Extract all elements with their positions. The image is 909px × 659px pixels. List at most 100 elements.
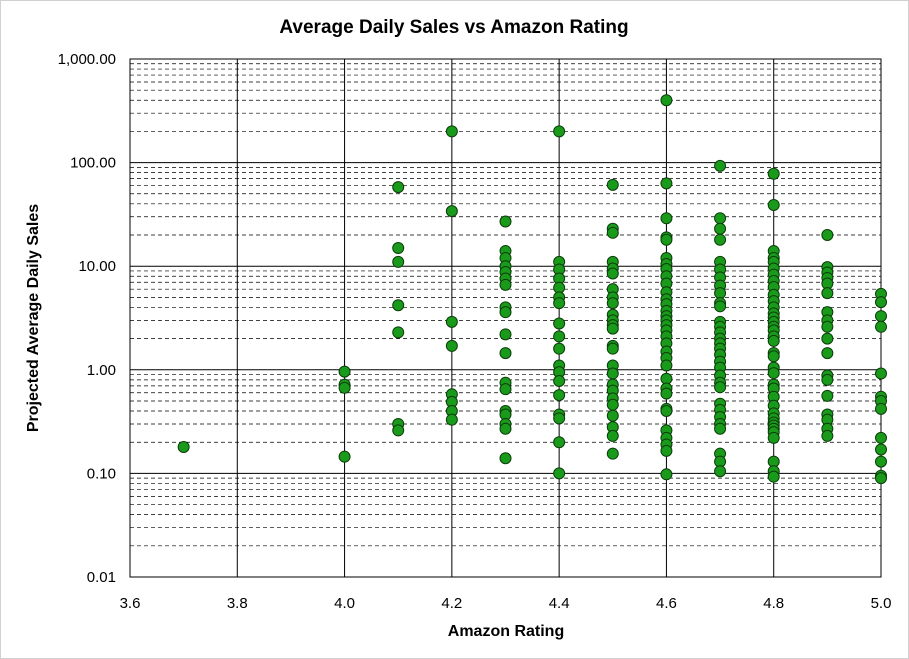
- data-point: [445, 125, 458, 138]
- data-point: [660, 212, 673, 225]
- data-point: [606, 342, 619, 355]
- data-point: [821, 347, 834, 360]
- data-point: [445, 315, 458, 328]
- data-point: [553, 330, 566, 343]
- data-point: [499, 278, 512, 291]
- data-point: [392, 255, 405, 268]
- data-point: [606, 267, 619, 280]
- data-point: [714, 381, 727, 394]
- data-point: [553, 342, 566, 355]
- data-point: [660, 177, 673, 190]
- y-tick-label: 1.00: [87, 362, 116, 379]
- y-tick-label: 100.00: [70, 155, 116, 172]
- data-point: [714, 465, 727, 478]
- data-point: [553, 412, 566, 425]
- data-point: [553, 374, 566, 387]
- data-point: [553, 317, 566, 330]
- data-point: [177, 440, 190, 453]
- data-point: [875, 320, 887, 333]
- y-tick-label: 10.00: [78, 258, 116, 275]
- x-tick-label: 4.2: [441, 595, 462, 612]
- data-point: [875, 296, 887, 309]
- y-axis-ticks: 0.01 0.10 1.00 10.00 100.00 1,000.00: [58, 51, 116, 586]
- data-point: [499, 383, 512, 396]
- y-tick-label: 0.10: [87, 465, 116, 482]
- x-tick-label: 4.6: [656, 595, 677, 612]
- x-tick-label: 4.4: [549, 595, 570, 612]
- data-point: [714, 422, 727, 435]
- data-point: [553, 389, 566, 402]
- data-point: [714, 159, 727, 172]
- data-point: [392, 424, 405, 437]
- data-point: [767, 431, 780, 444]
- data-point: [821, 320, 834, 333]
- x-tick-label: 4.8: [763, 595, 784, 612]
- data-point: [606, 178, 619, 191]
- x-axis-label: Amazon Rating: [448, 623, 564, 640]
- y-axis-label: Projected Average Daily Sales: [25, 204, 42, 432]
- data-point: [553, 125, 566, 138]
- data-point: [606, 367, 619, 380]
- x-tick-label: 3.6: [120, 595, 141, 612]
- data-point: [338, 450, 351, 463]
- data-point: [875, 455, 887, 468]
- data-point: [767, 367, 780, 380]
- data-point: [660, 233, 673, 246]
- data-point: [660, 468, 673, 481]
- chart-title: Average Daily Sales vs Amazon Rating: [279, 17, 628, 38]
- data-point: [875, 402, 887, 415]
- y-tick-label: 1,000.00: [58, 51, 116, 68]
- data-point: [821, 287, 834, 300]
- data-point: [499, 328, 512, 341]
- x-axis-ticks: 3.6 3.8 4.0 4.2 4.4 4.6 4.8 5.0: [120, 595, 892, 612]
- data-point: [553, 467, 566, 480]
- data-point: [499, 452, 512, 465]
- data-point: [606, 297, 619, 310]
- data-point: [445, 413, 458, 426]
- data-point: [714, 233, 727, 246]
- data-point: [875, 443, 887, 456]
- data-point: [821, 332, 834, 345]
- data-point: [392, 241, 405, 254]
- data-point: [499, 215, 512, 228]
- data-point: [338, 381, 351, 394]
- x-tick-label: 4.0: [334, 595, 355, 612]
- data-point: [606, 322, 619, 335]
- data-point: [875, 310, 887, 323]
- data-point: [499, 347, 512, 360]
- data-point: [606, 447, 619, 460]
- data-point: [767, 470, 780, 483]
- data-point: [767, 198, 780, 211]
- data-point: [660, 405, 673, 418]
- data-point: [660, 444, 673, 457]
- data-point: [821, 429, 834, 442]
- data-point: [660, 94, 673, 107]
- data-point: [875, 431, 887, 444]
- data-point: [606, 429, 619, 442]
- data-point: [606, 409, 619, 422]
- data-point: [553, 436, 566, 449]
- data-point: [392, 299, 405, 312]
- data-point: [767, 350, 780, 363]
- data-point: [714, 212, 727, 225]
- data-point: [714, 300, 727, 313]
- data-point: [821, 389, 834, 402]
- x-tick-label: 3.8: [227, 595, 248, 612]
- data-points: [177, 94, 887, 485]
- data-point: [714, 222, 727, 235]
- data-point: [875, 472, 887, 485]
- data-point: [553, 297, 566, 310]
- data-point: [392, 326, 405, 339]
- data-point: [445, 205, 458, 218]
- x-tick-label: 5.0: [871, 595, 892, 612]
- data-point: [445, 339, 458, 352]
- data-point: [714, 287, 727, 300]
- data-point: [499, 306, 512, 319]
- data-point: [821, 229, 834, 242]
- data-point: [767, 167, 780, 180]
- data-point: [660, 359, 673, 372]
- data-point: [767, 334, 780, 347]
- data-point: [821, 373, 834, 386]
